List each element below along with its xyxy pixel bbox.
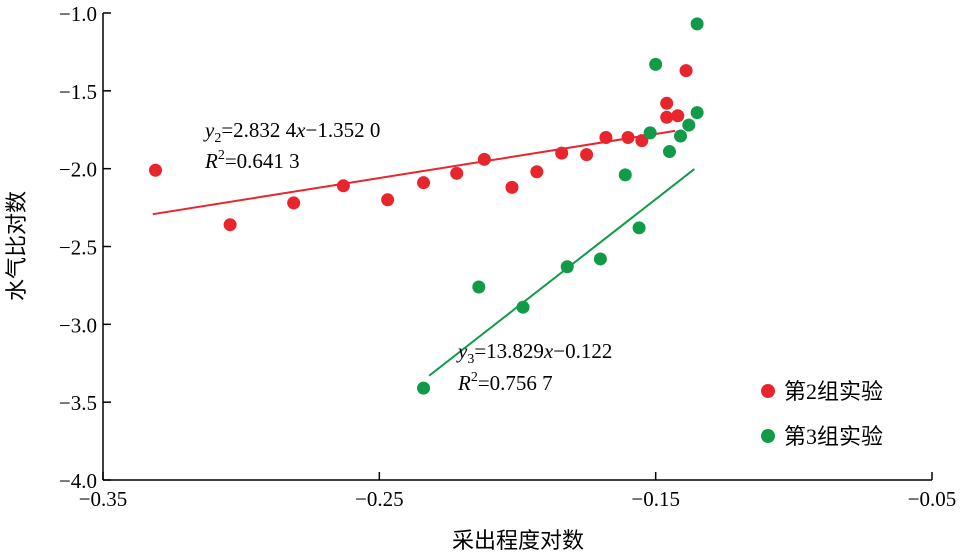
r2-2-sup: 2 (218, 148, 225, 163)
legend-item-series-3: 第3组实验 (761, 424, 883, 449)
data-point-series-3 (618, 168, 632, 182)
y-tick-label: −1.0 (59, 2, 97, 26)
data-point-series-3 (690, 17, 704, 31)
equation-3-x: x (543, 339, 554, 363)
equation-2-subscript: 2 (214, 131, 221, 146)
data-point-series-2 (450, 166, 464, 180)
equation-2-text: y2=2.832 4x−1.352 0 (203, 118, 380, 146)
equation-3-subscript: 3 (467, 352, 474, 367)
x-axis-label: 采出程度对数 (452, 528, 584, 553)
y-tick-label: −2.0 (59, 158, 97, 182)
x-tick-label: −0.25 (355, 487, 404, 511)
equation-2-coef: =2.832 4 (221, 118, 296, 142)
fit-line-series-2 (152, 129, 676, 216)
data-point-series-2 (336, 179, 350, 193)
data-point-series-2 (660, 110, 674, 124)
data-point-series-3 (593, 252, 607, 266)
equation-3-coef: =13.829 (474, 339, 544, 363)
equation-2-x: x (295, 118, 306, 142)
y-tick-label: −4.0 (59, 469, 97, 493)
data-point-series-2 (660, 96, 674, 110)
data-point-series-2 (635, 134, 649, 148)
data-point-series-3 (417, 381, 431, 395)
x-tick-label: −0.05 (908, 487, 957, 511)
data-point-series-2 (530, 165, 544, 179)
legend-marker-series-3 (761, 429, 775, 443)
r2-3-sup: 2 (471, 370, 478, 385)
r2-2-label: R (204, 149, 218, 173)
legend-marker-series-2 (761, 384, 775, 398)
x-ticks: −0.35 −0.25 −0.15 −0.05 (79, 472, 957, 511)
r2-3-label: R (457, 371, 471, 395)
equation-3-intercept: −0.122 (553, 339, 612, 363)
data-point-series-2 (679, 64, 693, 78)
data-point-series-3 (649, 57, 663, 71)
legend-item-series-2: 第2组实验 (761, 379, 883, 404)
fit-equation-series-2: y2=2.832 4x−1.352 0 R2=0.641 3 (203, 118, 380, 173)
data-point-series-3 (472, 280, 486, 294)
equation-3-text: y3=13.829x−0.122 (456, 339, 612, 367)
data-point-series-3 (674, 129, 688, 143)
data-point-series-2 (555, 146, 569, 160)
r2-2-text: R2=0.641 3 (204, 148, 300, 173)
data-point-series-2 (223, 218, 237, 232)
data-point-series-2 (381, 193, 395, 207)
data-point-series-2 (149, 163, 163, 177)
data-point-series-3 (632, 221, 646, 235)
data-point-series-3 (643, 126, 657, 140)
y-tick-label: −3.5 (59, 391, 97, 415)
fit-lines (152, 129, 695, 377)
equation-2-var: y (203, 118, 215, 142)
data-point-series-3 (690, 106, 704, 120)
data-point-series-3 (682, 118, 696, 132)
data-point-series-2 (599, 131, 613, 145)
axes: −1.0−1.5−2.0−2.5−3.0−3.5−4.0 −0.35 −0.25−… (59, 2, 956, 511)
fit-line-series-3 (428, 168, 695, 377)
data-points (149, 17, 704, 395)
r2-2-value: =0.641 3 (225, 149, 300, 173)
y-tick-label: −2.5 (59, 236, 97, 260)
data-point-series-2 (287, 196, 301, 210)
legend-label-series-2: 第2组实验 (784, 379, 883, 404)
y-tick-label: −1.5 (59, 80, 97, 104)
y-axis-label: 水气比对数 (4, 191, 29, 301)
x-tick-label: −0.15 (631, 487, 680, 511)
y-tick-label: −3.0 (59, 313, 97, 337)
data-point-series-3 (662, 145, 676, 159)
fit-equation-series-3: y3=13.829x−0.122 R2=0.756 7 (456, 339, 612, 395)
r2-3-text: R2=0.756 7 (457, 370, 553, 395)
r2-3-value: =0.756 7 (478, 371, 553, 395)
equation-2-intercept: −1.352 0 (306, 118, 381, 142)
equation-3-var: y (456, 339, 468, 363)
data-point-series-2 (671, 109, 685, 123)
data-point-series-2 (417, 176, 431, 190)
legend-label-series-3: 第3组实验 (784, 424, 883, 449)
data-point-series-3 (516, 300, 530, 314)
x-tick-label: −0.35 (79, 487, 128, 511)
legend: 第2组实验 第3组实验 (761, 379, 883, 449)
data-point-series-2 (580, 148, 594, 162)
data-point-series-3 (560, 260, 574, 274)
data-point-series-2 (477, 152, 491, 166)
data-point-series-2 (621, 131, 635, 145)
data-point-series-2 (505, 180, 519, 194)
y-ticks: −1.0 −1.5 −2.0 −2.5 −3.0 −3.5 −4.0 (59, 2, 111, 493)
